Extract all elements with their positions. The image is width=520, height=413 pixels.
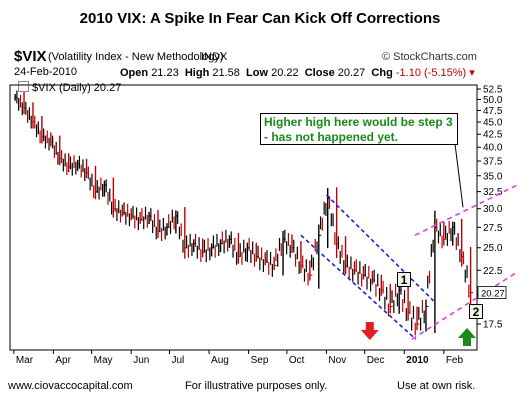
y-tick-label: 47.5 (483, 106, 503, 117)
plot-frame (9, 84, 478, 351)
marker-label-1: 1 (397, 272, 411, 287)
x-tick-label: 2010 (406, 355, 429, 366)
x-tick-label: Feb (446, 355, 464, 366)
channel-upper-magenta (414, 184, 518, 236)
annotation-callout: Higher high here would be step 3 - has n… (260, 113, 458, 145)
x-tick-label: Oct (289, 355, 305, 366)
legend-swatch-icon (18, 81, 29, 92)
close-label: Close (304, 67, 335, 79)
last-price-label: 20.27 (481, 289, 505, 300)
high-value: 21.58 (212, 67, 240, 79)
green-up-arrow-icon (458, 328, 476, 346)
chart-title: 2010 VIX: A Spike In Fear Can Kick Off C… (79, 10, 441, 27)
footer-disclaimer: For illustrative purposes only. (185, 380, 328, 392)
y-tick-label: 32.5 (483, 187, 503, 198)
footer-risk: Use at own risk. (397, 380, 476, 392)
close-value: 20.27 (337, 67, 366, 79)
channel-lower-blue (300, 234, 417, 340)
high-label: High (184, 67, 210, 79)
y-tick-label: 17.5 (483, 320, 503, 331)
symbol-description: (Volatility Index - New Methodology) (48, 51, 224, 63)
x-tick-label: Jun (133, 355, 149, 366)
low-label: Low (246, 67, 269, 79)
y-tick-label: 42.5 (483, 130, 503, 141)
y-tick-label: 37.5 (483, 157, 503, 168)
y-tick-label: 25.0 (483, 243, 503, 254)
callout-pointer (454, 143, 464, 208)
symbol-label: $VIX (14, 48, 47, 65)
y-tick-label: 52.5 (483, 85, 503, 96)
open-label: Open (120, 67, 149, 79)
y-tick-label: 50.0 (483, 95, 503, 106)
last-price-tag (477, 286, 507, 300)
stockcharts-credit: © StockCharts.com (382, 51, 477, 63)
y-tick-label: 30.0 (483, 204, 503, 215)
x-tick-label: Apr (55, 355, 71, 366)
y-tick-label: 22.5 (483, 266, 503, 277)
x-tick-label: Mar (16, 355, 34, 366)
channel-lower-magenta (411, 271, 518, 340)
low-value: 20.22 (271, 67, 299, 79)
y-tick-label: 40.0 (483, 143, 503, 154)
x-tick-label: Nov (328, 355, 346, 366)
x-tick-label: May (94, 355, 113, 366)
marker-label-2: 2 (469, 304, 483, 319)
chg-value: -1.10 (-5.15%) (395, 67, 467, 79)
open-value: 21.23 (151, 67, 179, 79)
y-tick-label: 27.5 (483, 223, 503, 234)
chg-label: Chg (371, 67, 393, 79)
red-down-arrow-icon (360, 322, 379, 340)
x-tick-label: Jul (171, 355, 184, 366)
chg-down-icon: ▾ (469, 67, 475, 79)
y-tick-label: 45.0 (483, 118, 503, 129)
quote-line: Open 21.23 High 21.58 Low 20.22 Close 20… (120, 66, 475, 79)
x-tick-label: Dec (367, 355, 385, 366)
x-tick-label: Sep (251, 355, 269, 366)
footer-website: www.ciovaccocapital.com (8, 380, 133, 392)
x-tick-label: Aug (211, 355, 229, 366)
y-tick-label: 35.0 (483, 171, 503, 182)
quote-date: 24-Feb-2010 (14, 66, 77, 78)
symbol-exchange: INDX (201, 51, 228, 63)
